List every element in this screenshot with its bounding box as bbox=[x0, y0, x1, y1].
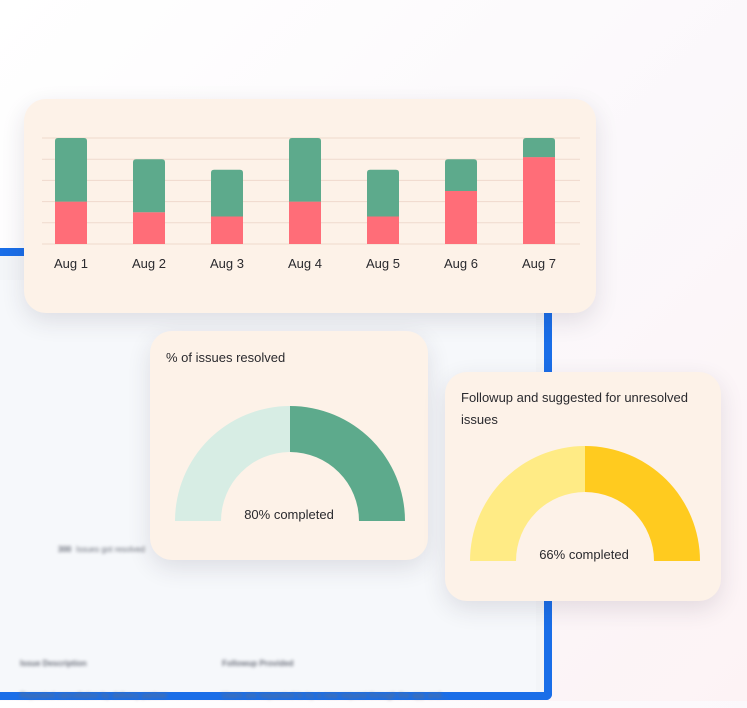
bar-segment bbox=[211, 216, 243, 244]
followup-gauge bbox=[470, 446, 700, 561]
background-summary-count: 300 bbox=[58, 545, 72, 554]
stacked-bar-chart-card: Aug 1 Aug 2 Aug 3 Aug 4 Aug 5 Aug 6 Aug 7 bbox=[24, 99, 596, 313]
x-tick-label: Aug 7 bbox=[522, 256, 556, 271]
stacked-bar-chart: Aug 1 Aug 2 Aug 3 Aug 4 Aug 5 Aug 6 Aug 7 bbox=[42, 137, 580, 271]
bar-segment bbox=[367, 216, 399, 244]
bar-segment bbox=[289, 201, 321, 244]
bar-segment bbox=[445, 191, 477, 244]
background-table-row: Repeated cancellation by delivery partne… bbox=[0, 682, 536, 708]
gauge-track bbox=[175, 406, 290, 521]
gauge-fill bbox=[585, 446, 700, 561]
gauge-track bbox=[470, 446, 585, 561]
x-tick-label: Aug 5 bbox=[366, 256, 400, 271]
x-tick-label: Aug 6 bbox=[444, 256, 478, 271]
background-col-followup: Followup Provided bbox=[222, 659, 294, 668]
issues-resolved-card: % of issues resolved 80% completed bbox=[150, 331, 428, 560]
gauge-fill bbox=[290, 406, 405, 521]
issues-resolved-title: % of issues resolved bbox=[166, 350, 286, 365]
bar-segment bbox=[55, 201, 87, 244]
background-row-issue: Repeated cancellation by delivery partne… bbox=[20, 691, 168, 700]
bar-segment bbox=[55, 138, 87, 202]
followup-title: Followup and suggested for unresolved is… bbox=[461, 390, 688, 427]
background-col-issue: Issue Description bbox=[20, 659, 87, 668]
bar-segment bbox=[133, 212, 165, 244]
followup-label: 66% completed bbox=[539, 547, 629, 562]
bar-segment bbox=[133, 159, 165, 213]
bar-segment bbox=[211, 169, 243, 217]
followup-card: Followup and suggested for unresolved is… bbox=[445, 372, 721, 601]
x-tick-label: Aug 3 bbox=[210, 256, 244, 271]
x-tick-label: Aug 4 bbox=[288, 256, 322, 271]
bar-segment bbox=[445, 159, 477, 191]
issues-resolved-label: 80% completed bbox=[244, 507, 334, 522]
x-tick-label: Aug 2 bbox=[132, 256, 166, 271]
issues-resolved-gauge bbox=[175, 406, 405, 521]
background-summary-row: 300 Issues got resolved bbox=[0, 536, 536, 562]
x-tick-label: Aug 1 bbox=[54, 256, 88, 271]
background-summary-text: Issues got resolved bbox=[76, 545, 145, 554]
bar-segment bbox=[289, 138, 321, 202]
background-row-followup: Users are requested to try a new request… bbox=[222, 691, 448, 700]
background-table-header: Issue Description Followup Provided bbox=[0, 650, 536, 676]
bar-segment bbox=[523, 138, 555, 158]
bar-segment bbox=[367, 169, 399, 217]
bar-segment bbox=[523, 157, 555, 244]
